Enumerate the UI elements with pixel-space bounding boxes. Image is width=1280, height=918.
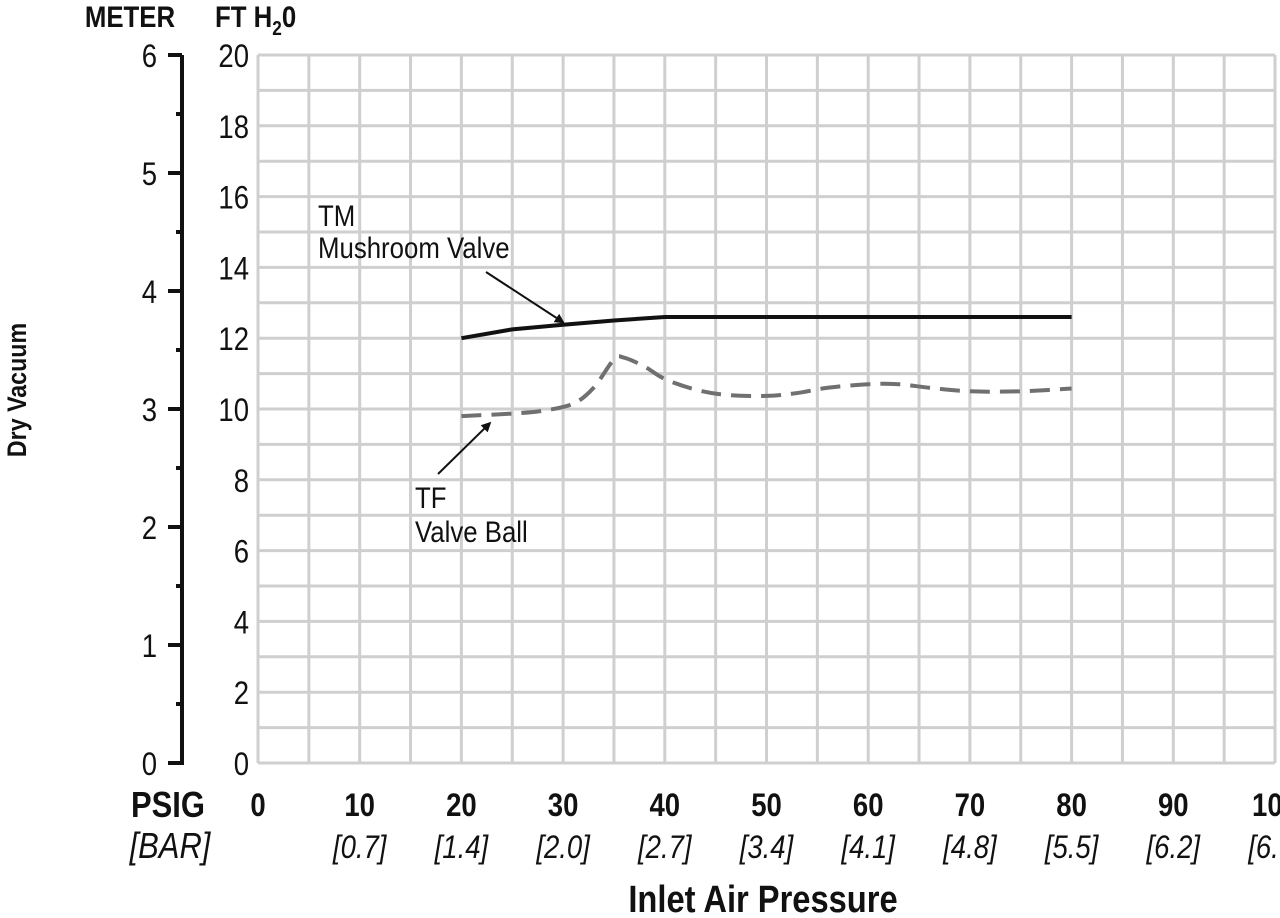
bar-tick-label: [5.5] <box>1044 830 1099 865</box>
ft-h2o-axis: 0 2 4 6 8 10 12 14 16 18 20 <box>218 39 249 782</box>
psig-tick-label: 20 <box>446 788 477 823</box>
ft-h2o-tick-label: 18 <box>218 110 249 145</box>
x-axis: 0 10 [0.7] 20 [1.4] 30 [2.0] 40 [2.7] 50 [3.4] 60 [4… <box>250 788 1280 865</box>
psig-tick-label: 10 <box>344 788 375 823</box>
psig-tick-label: 100 <box>1252 788 1280 823</box>
ft-h2o-tick-label: 10 <box>218 393 249 428</box>
meter-tick-label: 2 <box>142 511 157 546</box>
psig-tick-label: 90 <box>1158 788 1189 823</box>
ft-h2o-unit-label: FT H20 <box>215 0 296 39</box>
psig-tick-label: 40 <box>649 788 680 823</box>
ft-h2o-tick-label: 6 <box>234 535 249 570</box>
tf-arrow <box>437 421 492 475</box>
tm-label-line2: Mushroom Valve <box>318 231 510 264</box>
tf-label-line2: Valve Ball <box>415 515 528 548</box>
ft-h2o-tick-label: 14 <box>218 252 249 287</box>
tm-arrow <box>485 271 565 324</box>
psig-tick-label: 60 <box>853 788 884 823</box>
series-line-tf-valve-ball <box>461 354 1072 419</box>
tf-label-line1: TF <box>415 481 447 514</box>
ft-h2o-tick-label: 4 <box>234 606 249 641</box>
meter-tick-label: 1 <box>142 629 157 664</box>
bar-tick-label: [4.8] <box>942 830 997 865</box>
ft-h2o-tick-label: 16 <box>218 181 249 216</box>
tm-label-line1: TM <box>318 199 355 232</box>
ft-h2o-tick-label: 2 <box>234 676 249 711</box>
meter-tick-label: 0 <box>142 747 157 782</box>
psig-tick-label: 70 <box>955 788 986 823</box>
ft-h2o-tick-label: 12 <box>218 322 249 357</box>
psig-tick-label: 30 <box>548 788 579 823</box>
y-axis-title: Dry Vacuum <box>2 323 32 457</box>
ft-h2o-tick-label: 0 <box>234 747 249 782</box>
bar-tick-label: [3.4] <box>739 830 794 865</box>
meter-axis: 0 1 2 3 4 5 6 <box>142 39 184 783</box>
series-line-tm-mushroom-valve <box>461 314 1072 341</box>
grid-lines <box>256 53 1277 765</box>
bar-tick-label: [1.4] <box>434 830 489 865</box>
meter-tick-label: 4 <box>142 275 157 310</box>
bar-tick-label: [0.7] <box>332 830 387 865</box>
series-layer <box>461 314 1072 419</box>
bar-tick-label: [6.9] <box>1247 830 1280 865</box>
psig-tick-label: 0 <box>250 788 265 823</box>
psig-tick-label: 80 <box>1056 788 1087 823</box>
ft-h2o-tick-label: 8 <box>234 464 249 499</box>
psig-tick-label: 50 <box>751 788 782 823</box>
meter-tick-label: 6 <box>142 39 157 74</box>
bar-unit-label: [BAR] <box>129 827 211 867</box>
meter-unit-label: METER <box>85 0 175 33</box>
bar-tick-label: [2.7] <box>637 830 692 865</box>
psig-unit-label: PSIG <box>131 786 205 826</box>
bar-tick-label: [4.1] <box>841 830 896 865</box>
ft-h2o-tick-label: 20 <box>218 39 249 74</box>
meter-tick-label: 5 <box>142 157 157 192</box>
bar-tick-label: [6.2] <box>1146 830 1201 865</box>
bar-tick-label: [2.0] <box>535 830 590 865</box>
x-axis-title: Inlet Air Pressure <box>628 878 897 918</box>
meter-tick-label: 3 <box>142 393 157 428</box>
